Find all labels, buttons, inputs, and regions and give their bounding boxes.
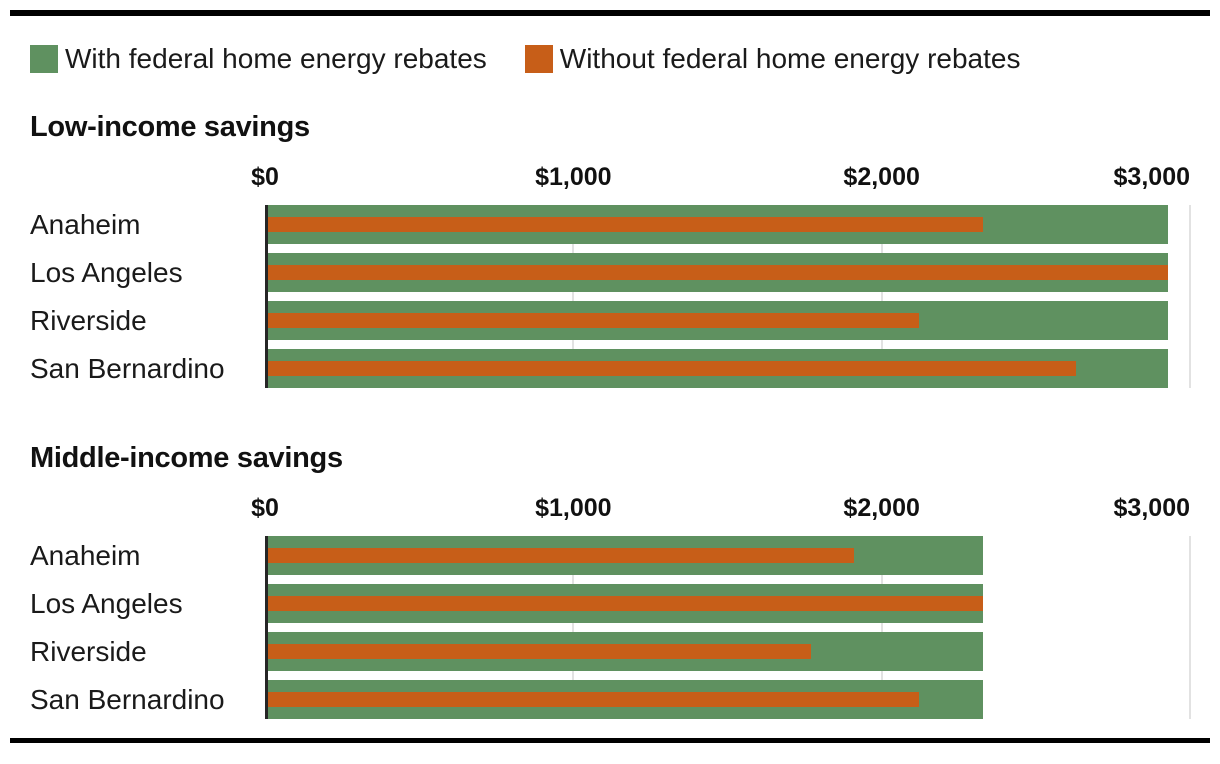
category-label: Los Angeles [30,256,183,288]
category-label: Riverside [30,304,147,336]
bar-row: Anaheim [0,536,1220,575]
bar-track [265,301,1190,340]
bar-without-rebates [265,265,1169,280]
top-rule [10,10,1210,16]
x-axis-tick-label: $3,000 [1113,494,1190,522]
bar-row: Los Angeles [0,253,1220,292]
x-axis-tick-label: $0 [251,494,279,522]
bar-without-rebates [265,548,854,563]
gridline-layer [265,205,1191,388]
bar-row: Riverside [0,632,1220,671]
category-label: San Bernardino [30,683,225,715]
gridline [880,536,883,719]
bar-track [265,584,1190,623]
bar-row: Riverside [0,301,1220,340]
legend-label-with-rebates: With federal home energy rebates [65,42,487,74]
x-axis-tick-label: $1,000 [535,494,612,522]
bar-without-rebates [265,692,919,707]
plot-area: Anaheim Los Angeles Riverside San Bernardin… [0,536,1220,719]
plot-area: Anaheim Los Angeles Riverside San Bernardin… [0,205,1220,388]
gridline [572,205,575,388]
legend-label-without-rebates: Without federal home energy rebates [559,42,1021,74]
bar-track [265,680,1190,719]
y-axis-line [265,205,268,388]
x-axis-tick-label: $0 [251,163,279,191]
gridline [572,536,575,719]
x-axis-tick-label: $1,000 [535,163,612,191]
charts-container: Low-income savings $0 $1,000 $2,000 $3,000 An… [0,113,1220,719]
chart-section-middle-income: Middle-income savings $0 $1,000 $2,000 $3,00… [0,444,1220,719]
chart-title: Middle-income savings [30,442,343,474]
gridline [880,205,883,388]
bottom-rule [10,738,1210,743]
x-axis-tick-label: $2,000 [843,163,920,191]
bar-without-rebates [265,361,1076,376]
bar-track [265,205,1190,244]
bar-without-rebates [265,313,919,328]
x-axis-tick-label: $3,000 [1113,163,1190,191]
orange-swatch-icon [524,44,553,73]
bar-without-rebates [265,596,984,611]
x-axis-tick-label: $2,000 [843,494,920,522]
y-axis-line [265,536,268,719]
bar-without-rebates [265,217,984,232]
legend: With federal home energy rebates Without… [30,44,1220,73]
category-label: Anaheim [30,208,141,240]
bar-row: San Bernardino [0,349,1220,388]
bar-track [265,253,1190,292]
bar-row: San Bernardino [0,680,1220,719]
chart-section-low-income: Low-income savings $0 $1,000 $2,000 $3,000 An… [0,113,1220,388]
green-swatch-icon [30,44,58,73]
x-axis-tick-labels: $0 $1,000 $2,000 $3,000 [251,163,1190,191]
bar-rows: Anaheim Los Angeles Riverside San Bernardin… [0,205,1220,388]
bar-track [265,632,1190,671]
chart-title: Low-income savings [30,111,310,143]
gridline [1189,205,1191,388]
bar-row: Anaheim [0,205,1220,244]
gridline-layer [265,536,1191,719]
legend-item-without-rebates: Without federal home energy rebates [524,42,1021,74]
bar-track [265,536,1190,575]
x-axis-tick-labels: $0 $1,000 $2,000 $3,000 [251,494,1190,522]
bar-without-rebates [265,644,811,659]
category-label: San Bernardino [30,352,225,384]
gridline [1189,536,1191,719]
category-label: Anaheim [30,539,141,571]
bar-row: Los Angeles [0,584,1220,623]
bar-rows: Anaheim Los Angeles Riverside San Bernardin… [0,536,1220,719]
category-label: Riverside [30,635,147,667]
category-label: Los Angeles [30,587,183,619]
legend-item-with-rebates: With federal home energy rebates [30,42,487,74]
bar-track [265,349,1190,388]
